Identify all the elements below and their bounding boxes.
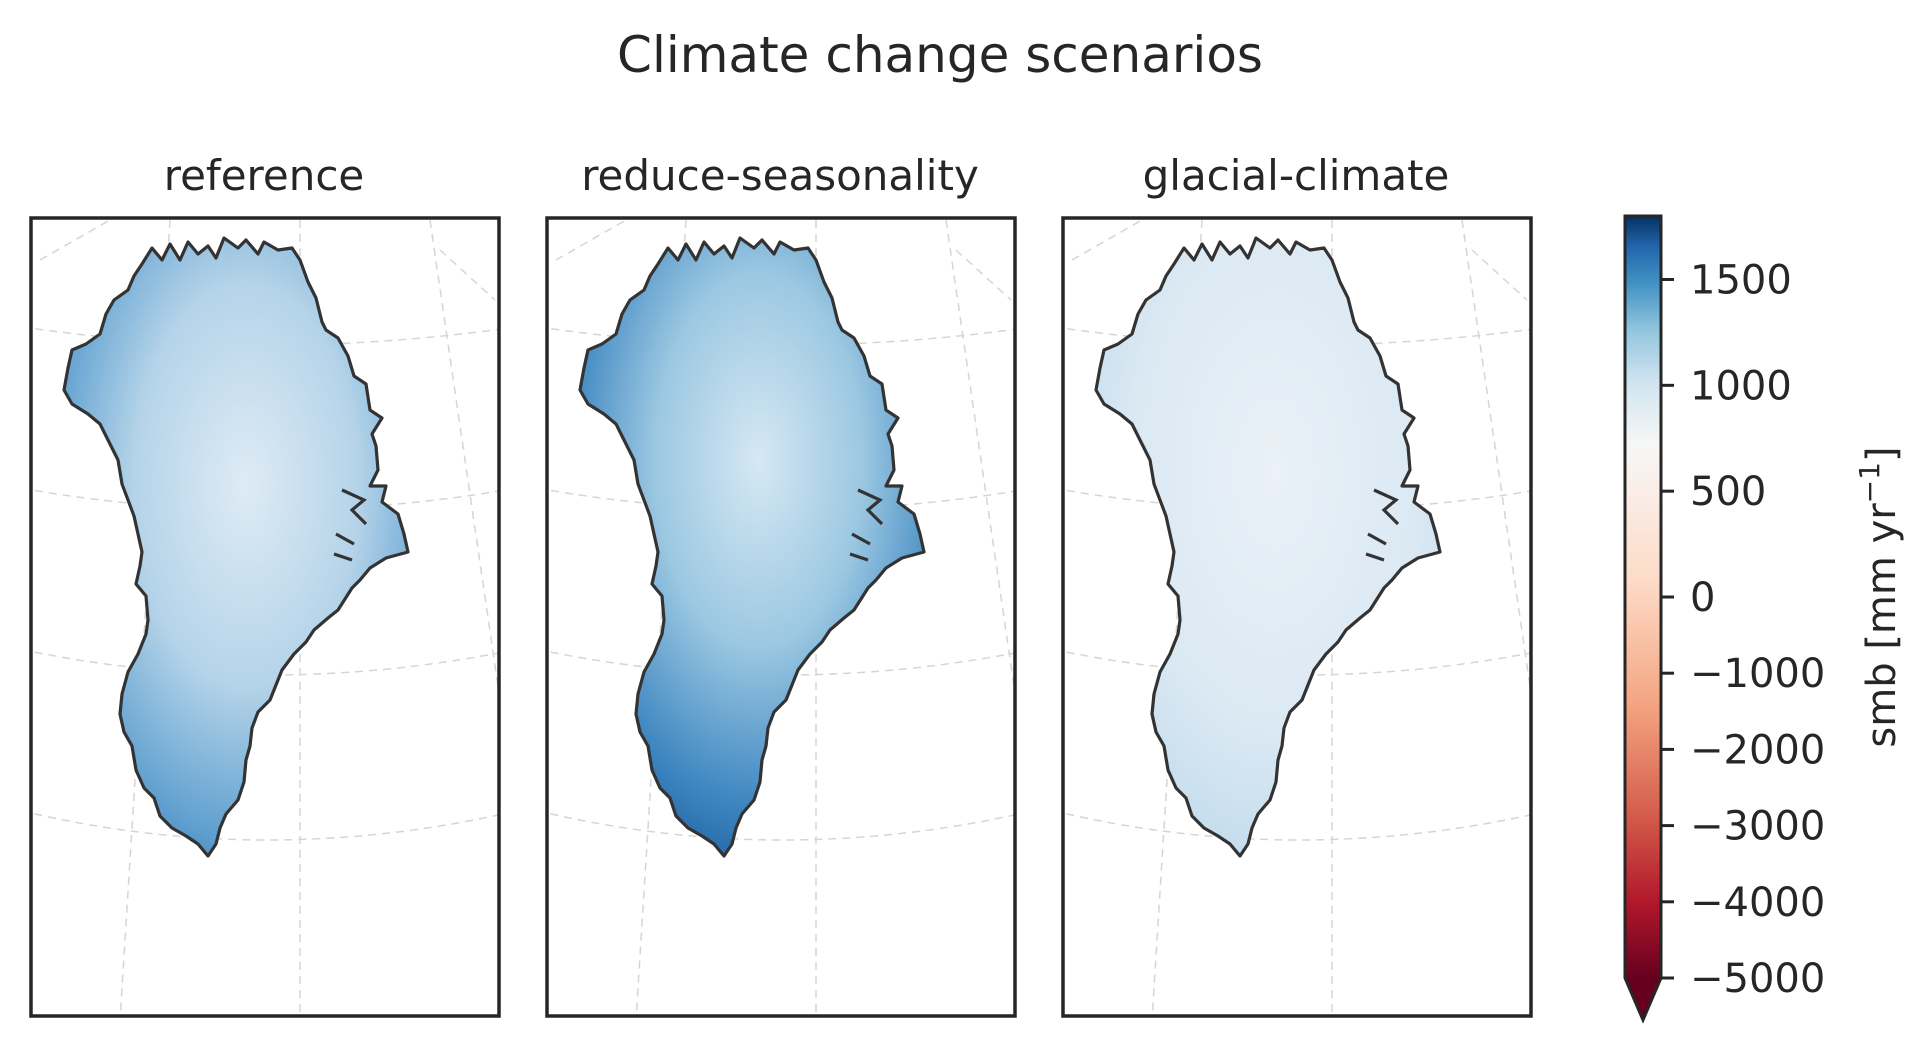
greenland-smb-field <box>578 236 926 858</box>
colorbar-extend-min <box>1625 978 1661 1020</box>
greenland-smb-field <box>62 236 410 858</box>
panel-title-reference: reference <box>164 151 365 200</box>
panel-reduce-seasonality <box>545 216 1017 1018</box>
colorbar-tick-label: −5000 <box>1690 956 1825 1002</box>
colorbar-tick-label: 0 <box>1690 575 1715 621</box>
panel-glacial-climate <box>1061 216 1533 1018</box>
panel-title-glacial-climate: glacial-climate <box>1143 151 1450 200</box>
colorbar: 1500 1000 500 0 −1000 −2000 −3000 −4000 −5000 sm… <box>1623 214 1905 1024</box>
colorbar-tick-label: −3000 <box>1690 804 1825 850</box>
panel-reference <box>29 216 501 1018</box>
colorbar-tick-label: −4000 <box>1690 880 1825 926</box>
colorbar-label: smb [mm yr−1] <box>1853 446 1905 747</box>
greenland-smb-field <box>1094 236 1442 858</box>
colorbar-tick-label: −2000 <box>1690 727 1825 773</box>
colorbar-tick-label: −1000 <box>1690 651 1825 697</box>
colorbar-tick-label: 1000 <box>1690 363 1792 409</box>
panel-title-reduce-seasonality: reduce-seasonality <box>581 151 979 200</box>
figure-title: Climate change scenarios <box>617 26 1263 84</box>
colorbar-ticks: 1500 1000 500 0 −1000 −2000 −3000 −4000 −5000 <box>1661 258 1825 1002</box>
colorbar-tick-label: 1500 <box>1690 258 1792 304</box>
colorbar-tick-label: 500 <box>1690 469 1766 515</box>
